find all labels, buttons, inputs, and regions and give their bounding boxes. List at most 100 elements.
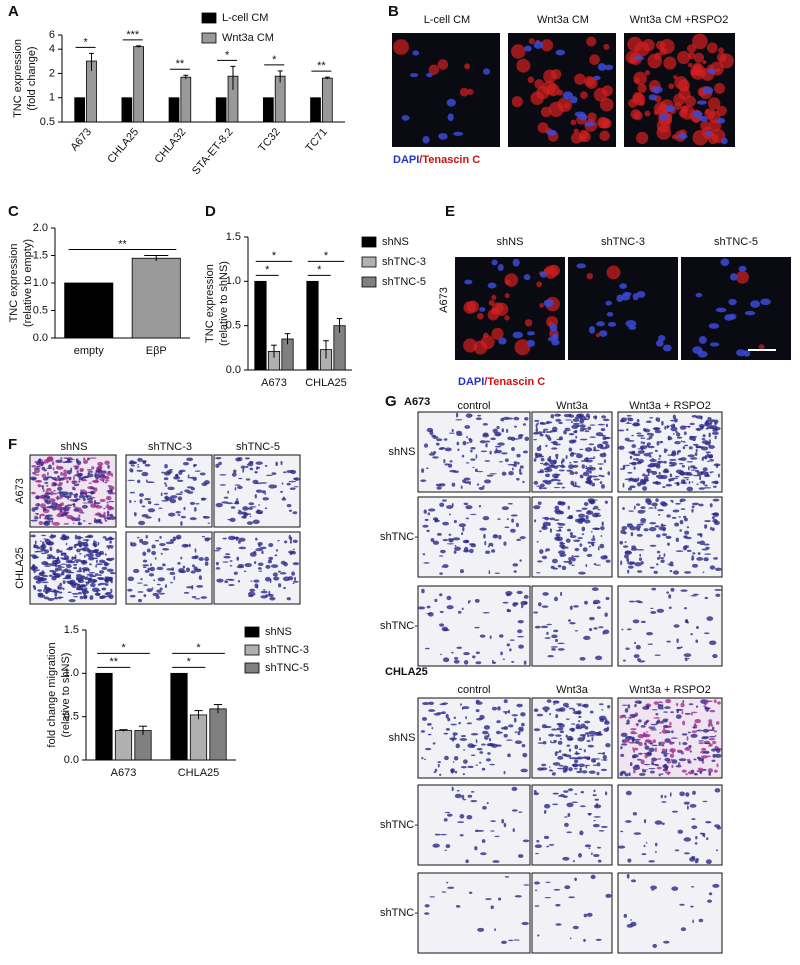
migrated-cell [687, 731, 691, 734]
migrated-cell [587, 476, 590, 481]
migrated-cell [705, 427, 709, 430]
migrated-cell [435, 442, 440, 446]
migrated-cell [607, 704, 611, 709]
migrated-cell [501, 471, 507, 476]
migrated-cell [534, 889, 538, 892]
migrated-cell [588, 545, 592, 548]
migrated-cell [86, 469, 93, 471]
image-background [681, 257, 791, 360]
migrated-cell [516, 590, 523, 595]
migrated-cell [597, 752, 603, 755]
migrated-cell [532, 432, 539, 435]
migrated-cell [180, 521, 183, 526]
nucleus [662, 344, 672, 352]
migrated-cell [460, 765, 467, 769]
migrated-cell [236, 498, 239, 501]
migrated-cell [229, 517, 236, 523]
migrated-cell [142, 460, 147, 465]
migrated-cell [703, 487, 712, 489]
nucleus [716, 117, 726, 124]
migrated-cell [535, 423, 538, 429]
tenascin-signal [467, 88, 474, 95]
migrated-cell [561, 565, 567, 571]
migrated-cell [622, 507, 625, 511]
migrated-cell [536, 541, 539, 543]
migrated-cell [592, 602, 598, 605]
migrated-cell [448, 538, 454, 543]
migrated-cell [104, 481, 108, 484]
migrated-cell [37, 483, 41, 488]
migrated-cell [680, 457, 687, 461]
migrated-cell [594, 512, 601, 515]
migrated-cell [89, 598, 94, 600]
migrated-cell [154, 557, 157, 560]
migrated-cell [85, 582, 88, 586]
migrated-cell [274, 554, 278, 557]
migrated-cell [571, 763, 580, 767]
migrated-cell [63, 469, 67, 473]
migrated-cell [591, 543, 595, 547]
migrated-cell [568, 464, 575, 469]
migrated-cell [717, 473, 720, 478]
migrated-cell [78, 480, 81, 483]
migrated-cell [596, 443, 604, 449]
migrated-cell [509, 648, 512, 652]
migrated-cell [465, 462, 470, 464]
migrated-cell [465, 517, 470, 520]
migrated-cell [663, 460, 667, 464]
migrated-cell [572, 464, 579, 468]
migrated-cell [140, 578, 143, 581]
legend-label: shTNC-3 [382, 256, 426, 268]
migrated-cell [77, 579, 85, 583]
migrated-cell [552, 473, 559, 478]
migrated-cell [552, 700, 560, 704]
migrated-cell [491, 545, 494, 547]
migrated-cell [555, 510, 563, 515]
migrated-cell [586, 479, 593, 485]
migrated-cell [43, 538, 47, 540]
migrated-cell [44, 589, 49, 594]
migrated-cell [670, 419, 678, 422]
migrated-cell [88, 482, 92, 484]
migrated-cell [453, 656, 459, 660]
migrated-cell [572, 708, 576, 712]
migrated-cell [447, 886, 455, 889]
migrated-cell [630, 531, 634, 537]
tenascin-signal [602, 85, 613, 97]
migrated-cell [503, 699, 508, 704]
legend-swatch [201, 32, 217, 44]
migrated-cell [619, 468, 625, 470]
migrated-cell [423, 509, 427, 514]
migrated-cell [502, 710, 509, 713]
migrated-cell [215, 547, 222, 550]
tenascin-signal [637, 83, 647, 93]
migrated-cell [511, 786, 518, 792]
migrated-cell [513, 939, 521, 941]
migrated-cell [424, 912, 430, 915]
migrated-cell [715, 428, 718, 432]
migrated-cell [569, 622, 576, 625]
nucleus [636, 290, 646, 298]
migrated-cell [42, 488, 45, 493]
migrated-cell [455, 743, 460, 749]
tenascin-signal [707, 97, 721, 110]
migrated-cell [544, 637, 551, 639]
migrated-cell [52, 590, 59, 593]
migrated-cell [654, 747, 657, 753]
migrated-cell [692, 593, 699, 596]
migrated-cell [652, 943, 658, 948]
error-bar [119, 729, 128, 732]
migrated-cell [632, 765, 641, 771]
migrated-cell [275, 461, 279, 467]
migrated-cell [42, 477, 49, 481]
panel-letter: C [8, 203, 19, 220]
migrated-cell [691, 730, 698, 734]
migrated-cell [104, 563, 110, 565]
migrated-cell [442, 538, 449, 542]
migrated-cell [282, 471, 287, 474]
migrated-cell [573, 767, 578, 770]
migrated-cell [443, 818, 448, 822]
migrated-cell [104, 460, 110, 465]
cell-line-label: A673 [404, 396, 430, 408]
migrated-cell [708, 743, 713, 746]
